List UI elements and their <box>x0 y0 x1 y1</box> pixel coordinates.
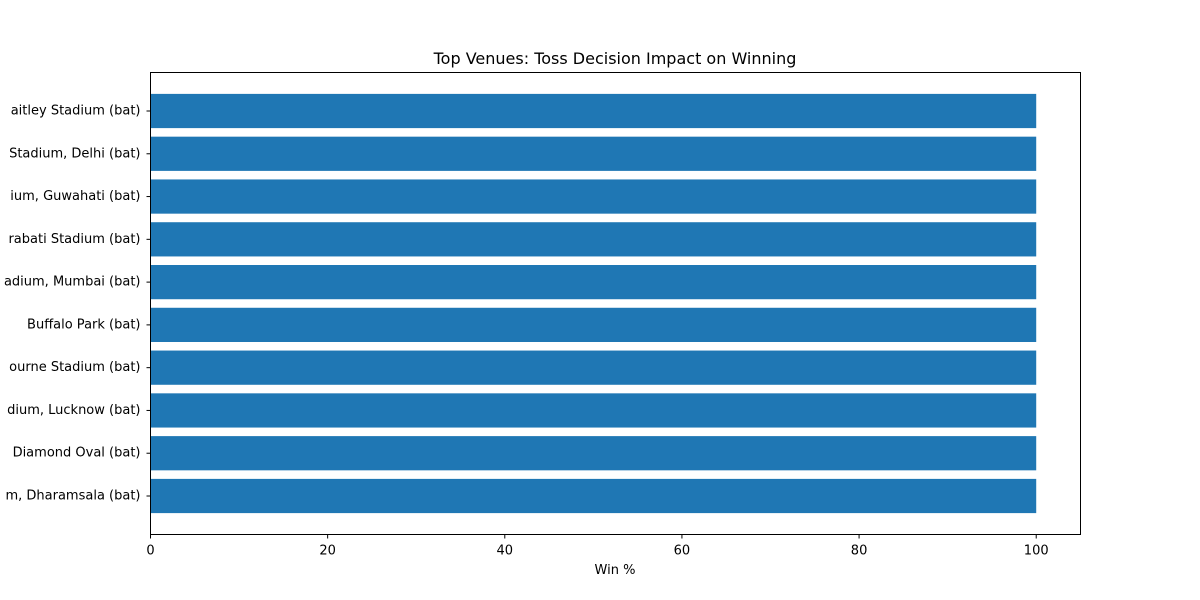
y-tick-label-6: ourne Stadium (bat) <box>9 360 140 375</box>
y-tick-label-7: dium, Lucknow (bat) <box>7 403 140 418</box>
chart-title: Top Venues: Toss Decision Impact on Winn… <box>433 49 797 68</box>
y-tick-label-0: aitley Stadium (bat) <box>11 104 141 119</box>
plot-frame <box>150 72 1081 535</box>
y-tick-label-5: Buffalo Park (bat) <box>27 317 140 332</box>
bar-2 <box>150 179 1037 214</box>
bar-6 <box>150 350 1037 385</box>
y-axis: aitley Stadium (bat) Stadium, Delhi (bat)… <box>4 104 151 504</box>
y-tick-label-4: adium, Mumbai (bat) <box>4 275 141 290</box>
bar-0 <box>150 93 1037 129</box>
bar-1 <box>150 136 1037 171</box>
bar-8 <box>150 436 1037 471</box>
x-tick-label-5: 100 <box>1024 544 1049 559</box>
y-tick-label-8: Diamond Oval (bat) <box>13 446 141 461</box>
x-tick-label-1: 20 <box>319 544 336 559</box>
y-tick-label-9: m, Dharamsala (bat) <box>5 489 140 504</box>
y-tick-label-2: ium, Guwahati (bat) <box>10 189 140 204</box>
x-axis-label: Win % <box>595 563 636 578</box>
x-tick-label-2: 40 <box>497 544 514 559</box>
bar-3 <box>150 222 1037 257</box>
y-tick-label-3: rabati Stadium (bat) <box>8 232 140 247</box>
y-tick-label-1: Stadium, Delhi (bat) <box>9 146 140 161</box>
bar-9 <box>150 478 1037 514</box>
bars-group <box>150 93 1037 514</box>
bar-7 <box>150 393 1037 428</box>
x-tick-label-4: 80 <box>851 544 868 559</box>
x-tick-label-3: 60 <box>674 544 691 559</box>
x-axis: 0 20 40 60 80 100 <box>146 534 1049 559</box>
bar-5 <box>150 307 1037 342</box>
bar-4 <box>150 265 1037 300</box>
x-tick-label-0: 0 <box>146 544 154 559</box>
